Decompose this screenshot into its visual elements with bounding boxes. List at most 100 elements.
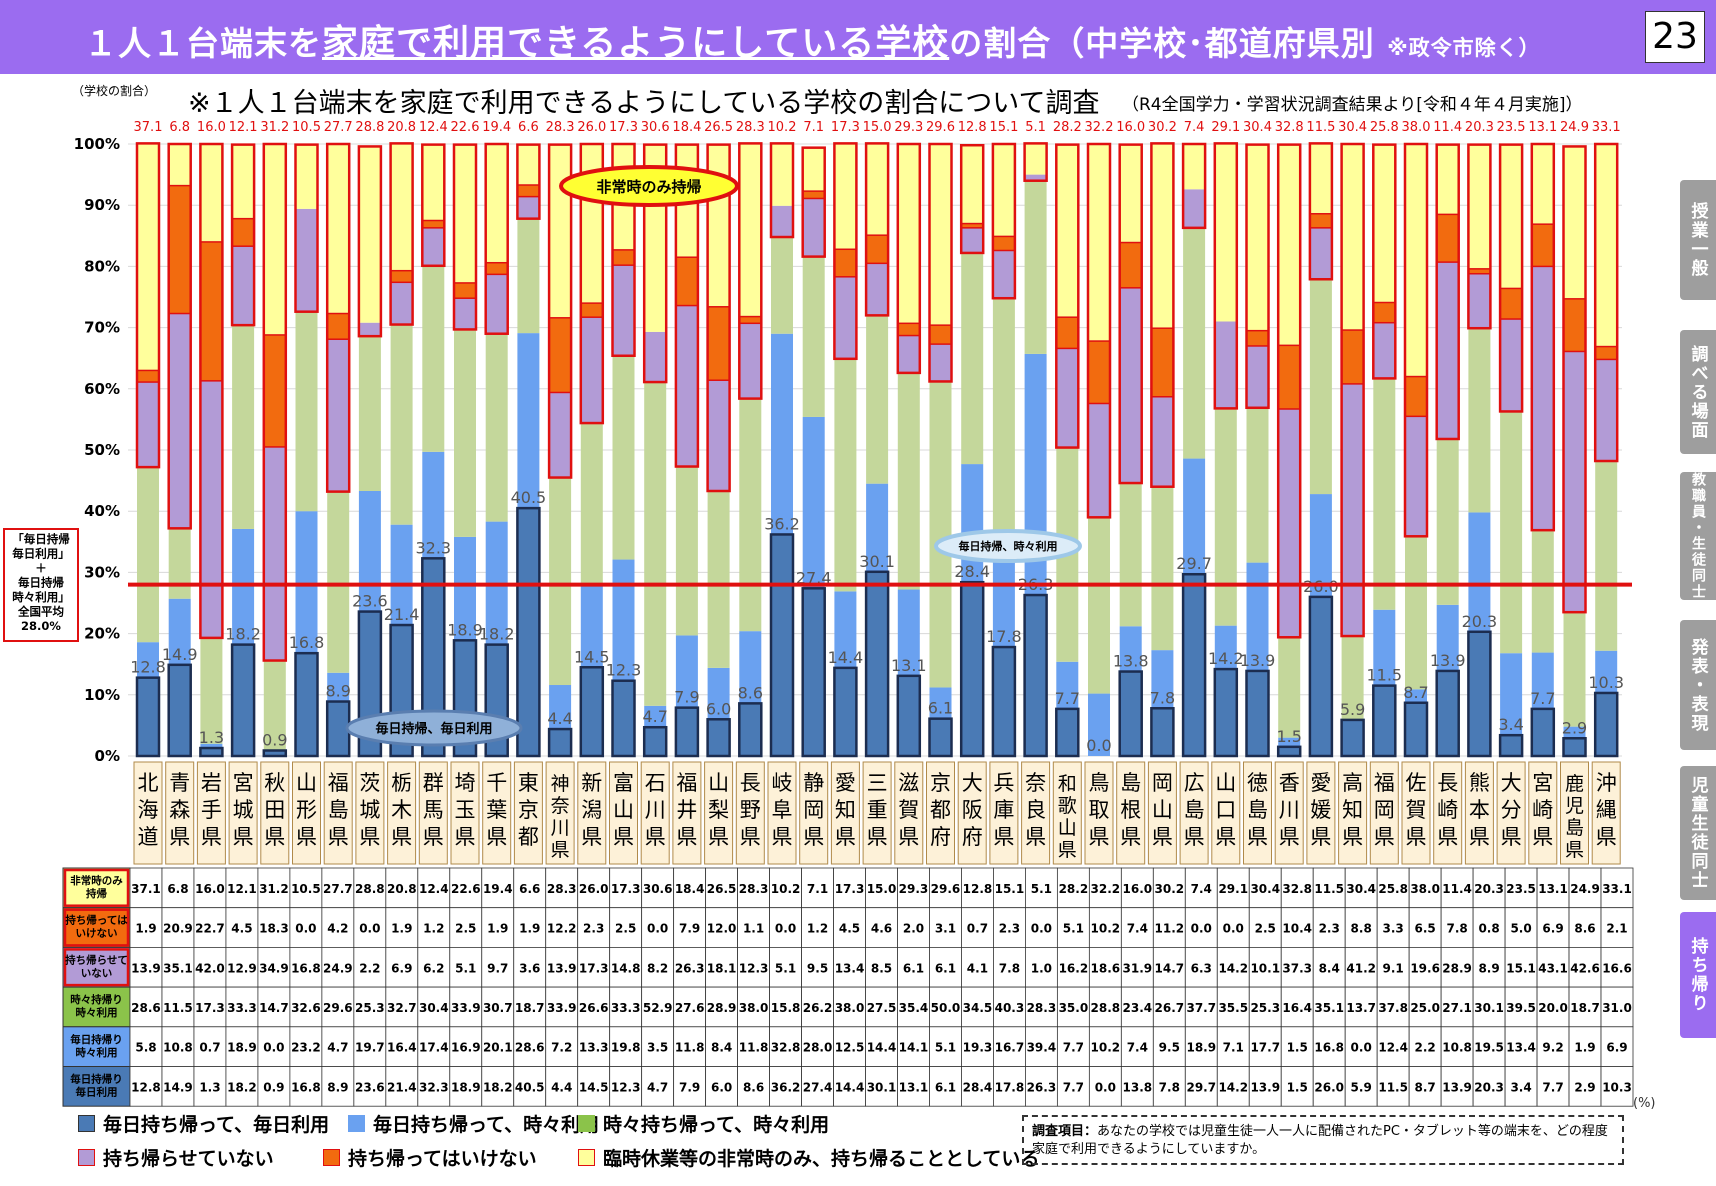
bar-outline-daily bbox=[547, 727, 573, 758]
bar-segment-daily_sometimes bbox=[866, 483, 889, 572]
data-label-emergency: 22.6 bbox=[451, 120, 480, 135]
table-cell bbox=[833, 1026, 866, 1067]
table-cell bbox=[449, 1026, 483, 1067]
table-cell-value: 7.2 bbox=[551, 1041, 572, 1055]
category-label-char: 県 bbox=[169, 825, 190, 849]
data-label-emergency: 28.3 bbox=[546, 120, 575, 135]
table-cell-value: 9.1 bbox=[1383, 961, 1404, 975]
bar-outline-forbidden bbox=[1245, 329, 1270, 347]
table-cell-value: 2.9 bbox=[1574, 1080, 1595, 1094]
data-label-emergency: 10.2 bbox=[768, 120, 797, 135]
table-cell bbox=[1216, 867, 1250, 909]
bar-outline-forbidden bbox=[1594, 345, 1618, 361]
table-cell-value: 7.4 bbox=[1127, 1041, 1148, 1055]
table-cell-value: 4.5 bbox=[839, 922, 860, 936]
legend-swatch bbox=[78, 1149, 95, 1166]
page-number: 23 bbox=[1645, 11, 1705, 63]
bar-outline-not-taken bbox=[452, 143, 478, 331]
average-box-line: 時々利用」 bbox=[12, 590, 70, 604]
table-cell-value: 42.6 bbox=[1570, 961, 1600, 975]
table-cell-value: 0.0 bbox=[1351, 1041, 1372, 1055]
table-cell-value: 3.5 bbox=[647, 1041, 668, 1055]
data-label-daily: 6.1 bbox=[928, 699, 953, 718]
category-box bbox=[1052, 761, 1082, 865]
side-tab-presentation[interactable]: 発表・表現 bbox=[1680, 620, 1716, 750]
data-label-daily: 7.7 bbox=[1530, 689, 1555, 708]
bar-segment-not_allowed_take bbox=[549, 392, 572, 478]
table-cell-value: 16.9 bbox=[451, 1041, 481, 1055]
data-label-daily: 14.4 bbox=[828, 648, 864, 667]
bar-segment-daily_sometimes bbox=[1088, 693, 1110, 756]
category-box bbox=[957, 761, 987, 865]
table-row-label: 時々利用 bbox=[76, 1046, 118, 1059]
table-cell-value: 12.4 bbox=[419, 882, 449, 896]
y-tick-label: 100% bbox=[74, 135, 120, 153]
data-label-emergency: 30.6 bbox=[641, 120, 670, 135]
bar-segment-not_allowed_take bbox=[897, 335, 920, 373]
table-cell-value: 18.1 bbox=[707, 961, 737, 975]
data-label-daily: 5.9 bbox=[1340, 700, 1365, 719]
bar-outline-forbidden bbox=[136, 369, 160, 383]
y-axis-label: （学校の割合） bbox=[72, 83, 156, 98]
category-label-char: 島 bbox=[1120, 771, 1141, 795]
side-tab-take-home[interactable]: 持ち帰り bbox=[1680, 912, 1716, 1038]
table-cell-value: 37.7 bbox=[1186, 1001, 1216, 1015]
bar-segment-sometimes_sometimes bbox=[866, 315, 889, 484]
bar-outline-not-taken bbox=[357, 145, 383, 338]
category-label-char: 茨 bbox=[359, 771, 380, 795]
table-cell-value: 9.5 bbox=[807, 961, 828, 975]
table-cell-value: 8.5 bbox=[871, 961, 892, 975]
bar-segment-forbidden bbox=[1405, 376, 1427, 417]
data-label-daily: 1.3 bbox=[199, 728, 224, 747]
category-label-char: 県 bbox=[581, 825, 602, 849]
table-cell-value: 0.0 bbox=[775, 922, 796, 936]
bar-segment-emergency_only bbox=[327, 144, 350, 314]
table-cell bbox=[1344, 907, 1378, 948]
bar-segment-forbidden bbox=[327, 313, 350, 340]
bar-segment-sometimes_sometimes bbox=[1373, 378, 1396, 610]
side-tab-students[interactable]: 児童生徒同士 bbox=[1680, 766, 1716, 900]
bar-outline-not-taken bbox=[1340, 142, 1365, 638]
category-label-char: 県 bbox=[1374, 825, 1395, 849]
bar-segment-daily_daily bbox=[1341, 719, 1364, 756]
side-tab-lesson[interactable]: 授業一般 bbox=[1680, 180, 1716, 300]
data-label-emergency: 18.4 bbox=[672, 120, 701, 135]
table-cell bbox=[481, 907, 515, 948]
category-label-char: 奈 bbox=[1025, 771, 1046, 795]
bar-segment-emergency_only bbox=[1468, 144, 1491, 269]
category-box bbox=[1591, 761, 1621, 865]
bar-outline-not-taken bbox=[199, 142, 224, 640]
bar-outline-daily bbox=[1372, 684, 1397, 758]
category-label-char: 県 bbox=[1025, 825, 1046, 849]
table-cell-value: 27.7 bbox=[323, 882, 353, 896]
table-cell bbox=[385, 907, 419, 948]
bar-segment-forbidden bbox=[1088, 341, 1110, 404]
table-cell-value: 13.9 bbox=[1250, 1080, 1280, 1094]
data-label-emergency: 12.4 bbox=[419, 120, 448, 135]
bar-outline-daily bbox=[1498, 733, 1524, 758]
table-cell bbox=[833, 947, 866, 988]
category-label-char: 都 bbox=[518, 825, 539, 849]
table-row-label: 毎日持帰り bbox=[70, 1033, 123, 1046]
table-cell-value: 14.9 bbox=[163, 1080, 193, 1094]
table-cell-value: 17.4 bbox=[419, 1041, 449, 1055]
average-box-line: 毎日利用」 bbox=[12, 547, 70, 561]
bar-segment-emergency_only bbox=[1151, 143, 1174, 329]
bar-segment-daily_daily bbox=[739, 703, 762, 756]
table-row-label: 持ち帰らせて bbox=[65, 953, 128, 966]
data-label-emergency: 5.1 bbox=[1025, 120, 1046, 135]
table-cell-value: 0.0 bbox=[295, 922, 316, 936]
bar-outline-daily bbox=[896, 674, 922, 758]
table-cell-value: 13.1 bbox=[899, 1080, 929, 1094]
bar-segment-daily_sometimes bbox=[327, 672, 350, 702]
bar-segment-sometimes_sometimes bbox=[1246, 407, 1269, 563]
table-cell bbox=[1184, 986, 1218, 1028]
category-label-char: 分 bbox=[1501, 798, 1522, 822]
side-tab-teachers[interactable]: 教職員・生徒同士 bbox=[1680, 472, 1716, 600]
side-tab-research[interactable]: 調べる場面 bbox=[1680, 330, 1716, 454]
average-box-line: 毎日持帰 bbox=[18, 576, 64, 590]
table-cell bbox=[737, 1066, 770, 1107]
table-cell-value: 34.5 bbox=[963, 1001, 993, 1015]
bar-segment-not_allowed_take bbox=[232, 246, 255, 326]
table-row-header bbox=[62, 1066, 131, 1107]
